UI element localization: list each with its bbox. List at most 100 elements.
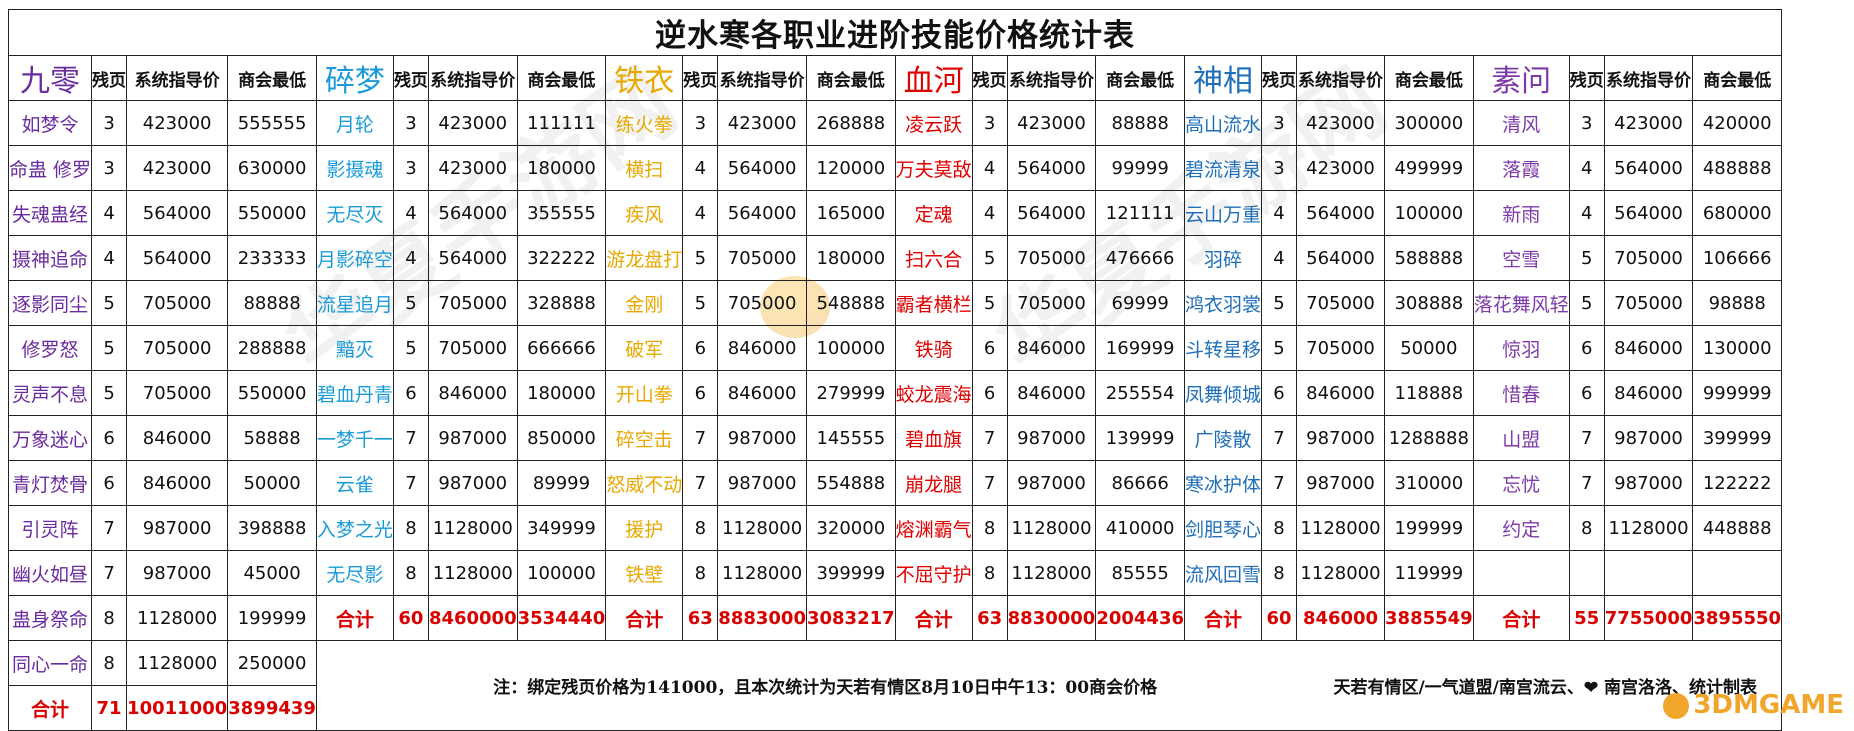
guide-price-cell: 564000 bbox=[1006, 190, 1097, 236]
low-price-cell: 488888 bbox=[1692, 145, 1783, 191]
skill-name: 援护 bbox=[605, 505, 684, 551]
pages-cell: 5 bbox=[1568, 280, 1605, 326]
pages-cell: 5 bbox=[971, 280, 1008, 326]
class-header: 血河 bbox=[894, 55, 973, 101]
low-price-cell: 100000 bbox=[805, 325, 896, 371]
pages-cell: 8 bbox=[1261, 505, 1298, 551]
low-price-cell: 199999 bbox=[1384, 505, 1474, 551]
guide-price-cell: 705000 bbox=[1603, 280, 1694, 326]
low-price-cell: 233333 bbox=[227, 235, 317, 281]
low-price-cell: 85555 bbox=[1095, 550, 1185, 596]
guide-price-cell: 423000 bbox=[717, 100, 807, 146]
guide-price-cell: 423000 bbox=[1296, 145, 1386, 191]
pages-cell: 5 bbox=[682, 235, 719, 281]
class-header: 碎梦 bbox=[315, 55, 394, 101]
skill-name: 山盟 bbox=[1472, 415, 1570, 461]
guide-price-cell: 846000 bbox=[1006, 325, 1097, 371]
total-guide: 10011000 bbox=[126, 685, 229, 731]
low-price-cell: 410000 bbox=[1095, 505, 1185, 551]
total-guide: 8460000 bbox=[427, 595, 518, 641]
guide-price-cell: 846000 bbox=[717, 370, 807, 416]
table-row: 引灵阵 7 987000 398888 入梦之光 8 1128000 349999 援护 8 112… bbox=[7, 505, 1783, 551]
pages-cell: 6 bbox=[682, 370, 719, 416]
low-price-cell: 50000 bbox=[227, 460, 317, 506]
low-price-cell: 630000 bbox=[227, 145, 317, 191]
guide-price-cell: 987000 bbox=[126, 505, 229, 551]
low-price-cell: 120000 bbox=[805, 145, 896, 191]
guide-price-cell: 1128000 bbox=[427, 550, 518, 596]
low-price-cell: 355555 bbox=[516, 190, 607, 236]
total-label: 合计 bbox=[1183, 595, 1263, 641]
guide-price-cell: 423000 bbox=[1006, 100, 1097, 146]
low-price-cell: 86666 bbox=[1095, 460, 1185, 506]
guide-price-cell: 1128000 bbox=[1296, 550, 1386, 596]
low-price-cell: 349999 bbox=[516, 505, 607, 551]
skill-name: 幽火如昼 bbox=[7, 550, 93, 596]
guide-price-cell: 705000 bbox=[427, 325, 518, 371]
pages-cell: 4 bbox=[1568, 145, 1605, 191]
skill-name: 熔渊霸气 bbox=[894, 505, 973, 551]
guide-price-cell: 705000 bbox=[427, 280, 518, 326]
column-header-low: 商会最低 bbox=[1095, 55, 1185, 101]
low-price-cell: 300000 bbox=[1384, 100, 1474, 146]
skill-name: 失魂蛊经 bbox=[7, 190, 93, 236]
low-price-cell: 554888 bbox=[805, 460, 896, 506]
skill-name: 修罗怒 bbox=[7, 325, 93, 371]
low-price-cell: 255554 bbox=[1095, 370, 1185, 416]
pages-cell: 3 bbox=[392, 145, 429, 191]
low-price-cell: 58888 bbox=[227, 415, 317, 461]
column-header-guide: 系统指导价 bbox=[1296, 55, 1386, 101]
low-price-cell: 50000 bbox=[1384, 325, 1474, 371]
skill-name: 灵声不息 bbox=[7, 370, 93, 416]
skill-name: 无尽灭 bbox=[315, 190, 394, 236]
low-price-cell: 88888 bbox=[227, 280, 317, 326]
low-price-cell: 118888 bbox=[1384, 370, 1474, 416]
skill-name: 云山万重 bbox=[1183, 190, 1263, 236]
table-row: 幽火如昼 7 987000 45000 无尽影 8 1128000 100000 铁壁 8 1128… bbox=[7, 550, 1783, 596]
column-header-pages: 残页 bbox=[682, 55, 719, 101]
low-price-cell: 1288888 bbox=[1384, 415, 1474, 461]
pages-cell: 8 bbox=[91, 595, 128, 641]
low-price-cell: 99999 bbox=[1095, 145, 1185, 191]
total-pages: 60 bbox=[1261, 595, 1298, 641]
guide-price-cell: 564000 bbox=[1006, 145, 1097, 191]
guide-price-cell: 846000 bbox=[717, 325, 807, 371]
skill-name: 命蛊 修罗 bbox=[7, 145, 93, 191]
low-price-cell: 119999 bbox=[1384, 550, 1474, 596]
guide-price-cell: 987000 bbox=[1006, 415, 1097, 461]
pages-cell: 4 bbox=[91, 190, 128, 236]
skill-name: 崩龙腿 bbox=[894, 460, 973, 506]
pages-cell: 5 bbox=[392, 280, 429, 326]
guide-price-cell: 564000 bbox=[1296, 235, 1386, 281]
pages-cell: 6 bbox=[1568, 325, 1605, 371]
pages-cell: 8 bbox=[392, 505, 429, 551]
guide-price-cell: 1128000 bbox=[427, 505, 518, 551]
guide-price-cell: 423000 bbox=[1296, 100, 1386, 146]
skill-name: 横扫 bbox=[605, 145, 684, 191]
low-price-cell: 145555 bbox=[805, 415, 896, 461]
guide-price-cell: 1128000 bbox=[126, 640, 229, 686]
total-label: 合计 bbox=[7, 685, 93, 731]
total-low: 3534440 bbox=[516, 595, 607, 641]
skill-name: 怒威不动 bbox=[605, 460, 684, 506]
pages-cell: 7 bbox=[1261, 460, 1298, 506]
low-price-cell: 548888 bbox=[805, 280, 896, 326]
column-header-guide: 系统指导价 bbox=[1006, 55, 1097, 101]
skill-name: 斗转星移 bbox=[1183, 325, 1263, 371]
pages-cell: 4 bbox=[971, 145, 1008, 191]
skill-name: 碧血旗 bbox=[894, 415, 973, 461]
pages-cell: 3 bbox=[682, 100, 719, 146]
total-guide: 846000 bbox=[1296, 595, 1386, 641]
table-row: 如梦令 3 423000 555555 月轮 3 423000 111111 练火拳 3 42300… bbox=[7, 100, 1783, 146]
price-table: 逆水寒各职业进阶技能价格统计表 九零 残页 系统指导价 商会最低 碎梦 残页 系统指导价 商会… bbox=[7, 9, 1783, 731]
guide-price-cell: 1128000 bbox=[1603, 505, 1694, 551]
skill-name: 同心一命 bbox=[7, 640, 93, 686]
pages-cell: 7 bbox=[1261, 415, 1298, 461]
low-price-cell: 69999 bbox=[1095, 280, 1185, 326]
skill-name: 羽碎 bbox=[1183, 235, 1263, 281]
skill-name: 碧流清泉 bbox=[1183, 145, 1263, 191]
total-pages: 71 bbox=[91, 685, 128, 731]
pages-cell: 8 bbox=[1261, 550, 1298, 596]
pages-cell: 3 bbox=[392, 100, 429, 146]
skill-name: 惜春 bbox=[1472, 370, 1570, 416]
